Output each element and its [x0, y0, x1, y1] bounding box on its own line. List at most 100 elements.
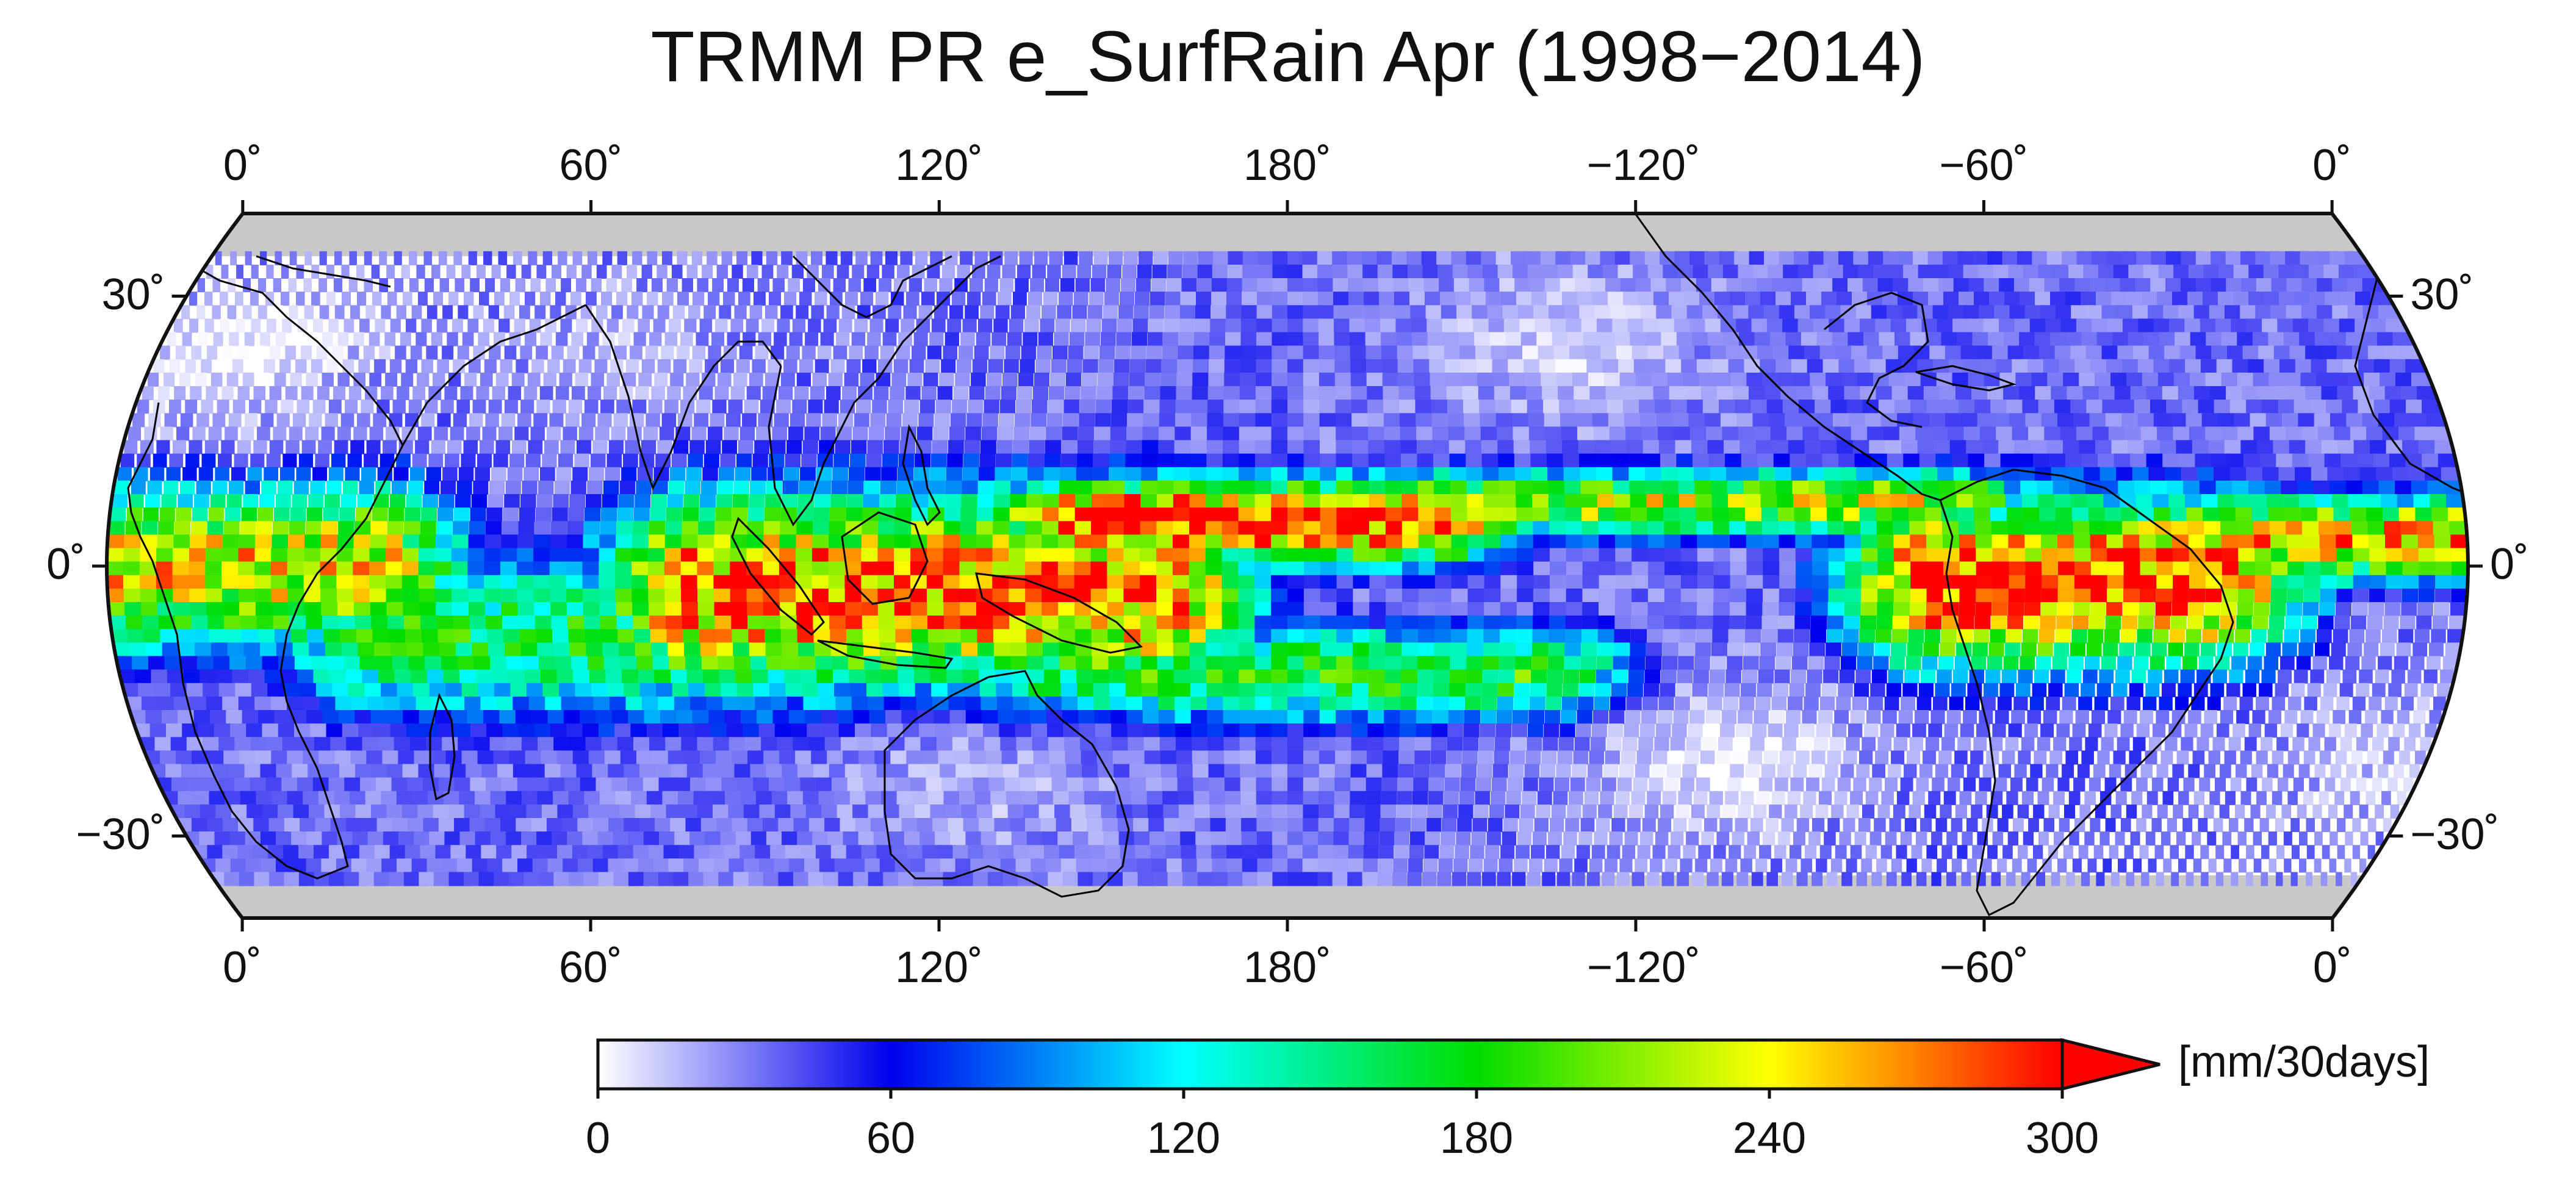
heat-cell	[805, 710, 824, 725]
heat-cell	[2254, 561, 2272, 576]
heat-cell	[1401, 656, 1418, 670]
heat-cell	[668, 480, 685, 495]
heat-cell	[863, 278, 876, 293]
heat-cell	[599, 602, 617, 617]
heat-cell	[1482, 467, 1500, 481]
heat-cell	[776, 400, 791, 414]
heat-cell	[1576, 413, 1594, 428]
heat-cell	[1802, 426, 1821, 441]
heat-cell	[1449, 453, 1467, 468]
heat-cell	[1367, 386, 1384, 401]
heat-cell	[1826, 642, 1841, 657]
heat-cell	[1272, 292, 1288, 306]
heat-cell	[725, 413, 741, 428]
heat-cell	[1448, 696, 1465, 711]
heat-cell	[1828, 575, 1846, 589]
heat-cell	[1450, 629, 1468, 644]
heat-cell	[473, 656, 493, 670]
heat-cell	[1563, 669, 1580, 684]
heat-cell	[2082, 669, 2098, 684]
heat-cell	[550, 602, 569, 617]
heat-cell	[861, 561, 879, 576]
heat-cell	[2107, 588, 2123, 603]
heat-cell	[1902, 683, 1918, 697]
heat-cell	[2251, 508, 2270, 522]
heat-cell	[1733, 305, 1752, 320]
heat-cell	[387, 521, 403, 536]
heat-cell	[1287, 278, 1303, 293]
heat-cell	[1549, 508, 1566, 522]
heat-cell	[1351, 386, 1368, 401]
heat-cell	[528, 440, 543, 454]
heat-cell	[916, 318, 930, 333]
heat-cell	[297, 400, 310, 414]
heat-cell	[2148, 467, 2168, 481]
heat-cell	[1531, 642, 1549, 657]
heat-cell	[395, 345, 406, 360]
heat-cell	[702, 467, 718, 481]
heat-cell	[1205, 548, 1223, 562]
heat-cell	[1407, 264, 1425, 279]
heat-cell	[1287, 359, 1304, 373]
heat-cell	[215, 251, 222, 265]
heat-cell	[295, 359, 307, 373]
heat-cell	[1369, 629, 1386, 644]
heat-cell	[1447, 413, 1466, 428]
heat-cell	[2126, 696, 2141, 711]
heat-cell	[774, 332, 787, 346]
heat-cell	[1434, 508, 1452, 522]
heat-cell	[1794, 629, 1810, 644]
heat-cell	[1336, 575, 1354, 589]
heat-cell	[1680, 521, 1698, 536]
heat-cell	[719, 305, 732, 320]
heat-cell	[1071, 318, 1086, 333]
heat-cell	[621, 467, 637, 481]
heat-cell	[854, 413, 869, 428]
heat-cell	[1688, 413, 1707, 428]
heat-cell	[1847, 332, 1868, 346]
heat-cell	[2148, 669, 2162, 684]
heat-cell	[1043, 467, 1060, 481]
heat-cell	[1271, 602, 1288, 617]
heat-cell	[341, 642, 361, 657]
heat-cell	[1513, 264, 1530, 279]
heat-cell	[2418, 588, 2434, 603]
heat-cell	[1691, 440, 1710, 454]
heat-cell	[2258, 386, 2279, 401]
heat-cell	[671, 453, 687, 468]
heat-cell	[2036, 480, 2056, 495]
heat-cell	[990, 345, 1005, 360]
heat-cell	[573, 669, 592, 684]
heat-cell	[1161, 359, 1178, 373]
heat-cell	[1173, 642, 1190, 657]
heat-cell	[1563, 453, 1581, 468]
heat-cell	[1867, 426, 1886, 441]
heat-cell	[748, 629, 766, 644]
heat-cell	[1271, 400, 1288, 414]
heat-cell	[1181, 278, 1196, 293]
heat-cell	[1937, 467, 1956, 481]
heat-cell	[1238, 508, 1256, 522]
heat-cell	[193, 629, 212, 644]
heat-cell	[537, 642, 556, 657]
heat-cell	[1303, 669, 1321, 684]
heat-cell	[1191, 413, 1207, 428]
heat-cell	[212, 413, 226, 428]
heat-cell	[1159, 400, 1176, 414]
heat-cell	[1381, 332, 1398, 346]
heat-cell	[434, 426, 448, 441]
heat-cell	[1174, 696, 1192, 711]
heat-cell	[1194, 318, 1211, 333]
heat-cell	[2353, 548, 2370, 562]
heat-cell	[619, 386, 633, 401]
heat-cell	[1227, 264, 1243, 279]
heat-cell	[2402, 575, 2419, 589]
heat-cell	[686, 264, 698, 279]
heat-cell	[2212, 669, 2227, 684]
heat-cell	[781, 494, 798, 509]
heat-cell	[2434, 588, 2451, 603]
heat-cell	[747, 602, 765, 617]
heat-cell	[1126, 696, 1143, 711]
heat-cell	[976, 602, 994, 617]
heat-cell	[802, 683, 820, 697]
